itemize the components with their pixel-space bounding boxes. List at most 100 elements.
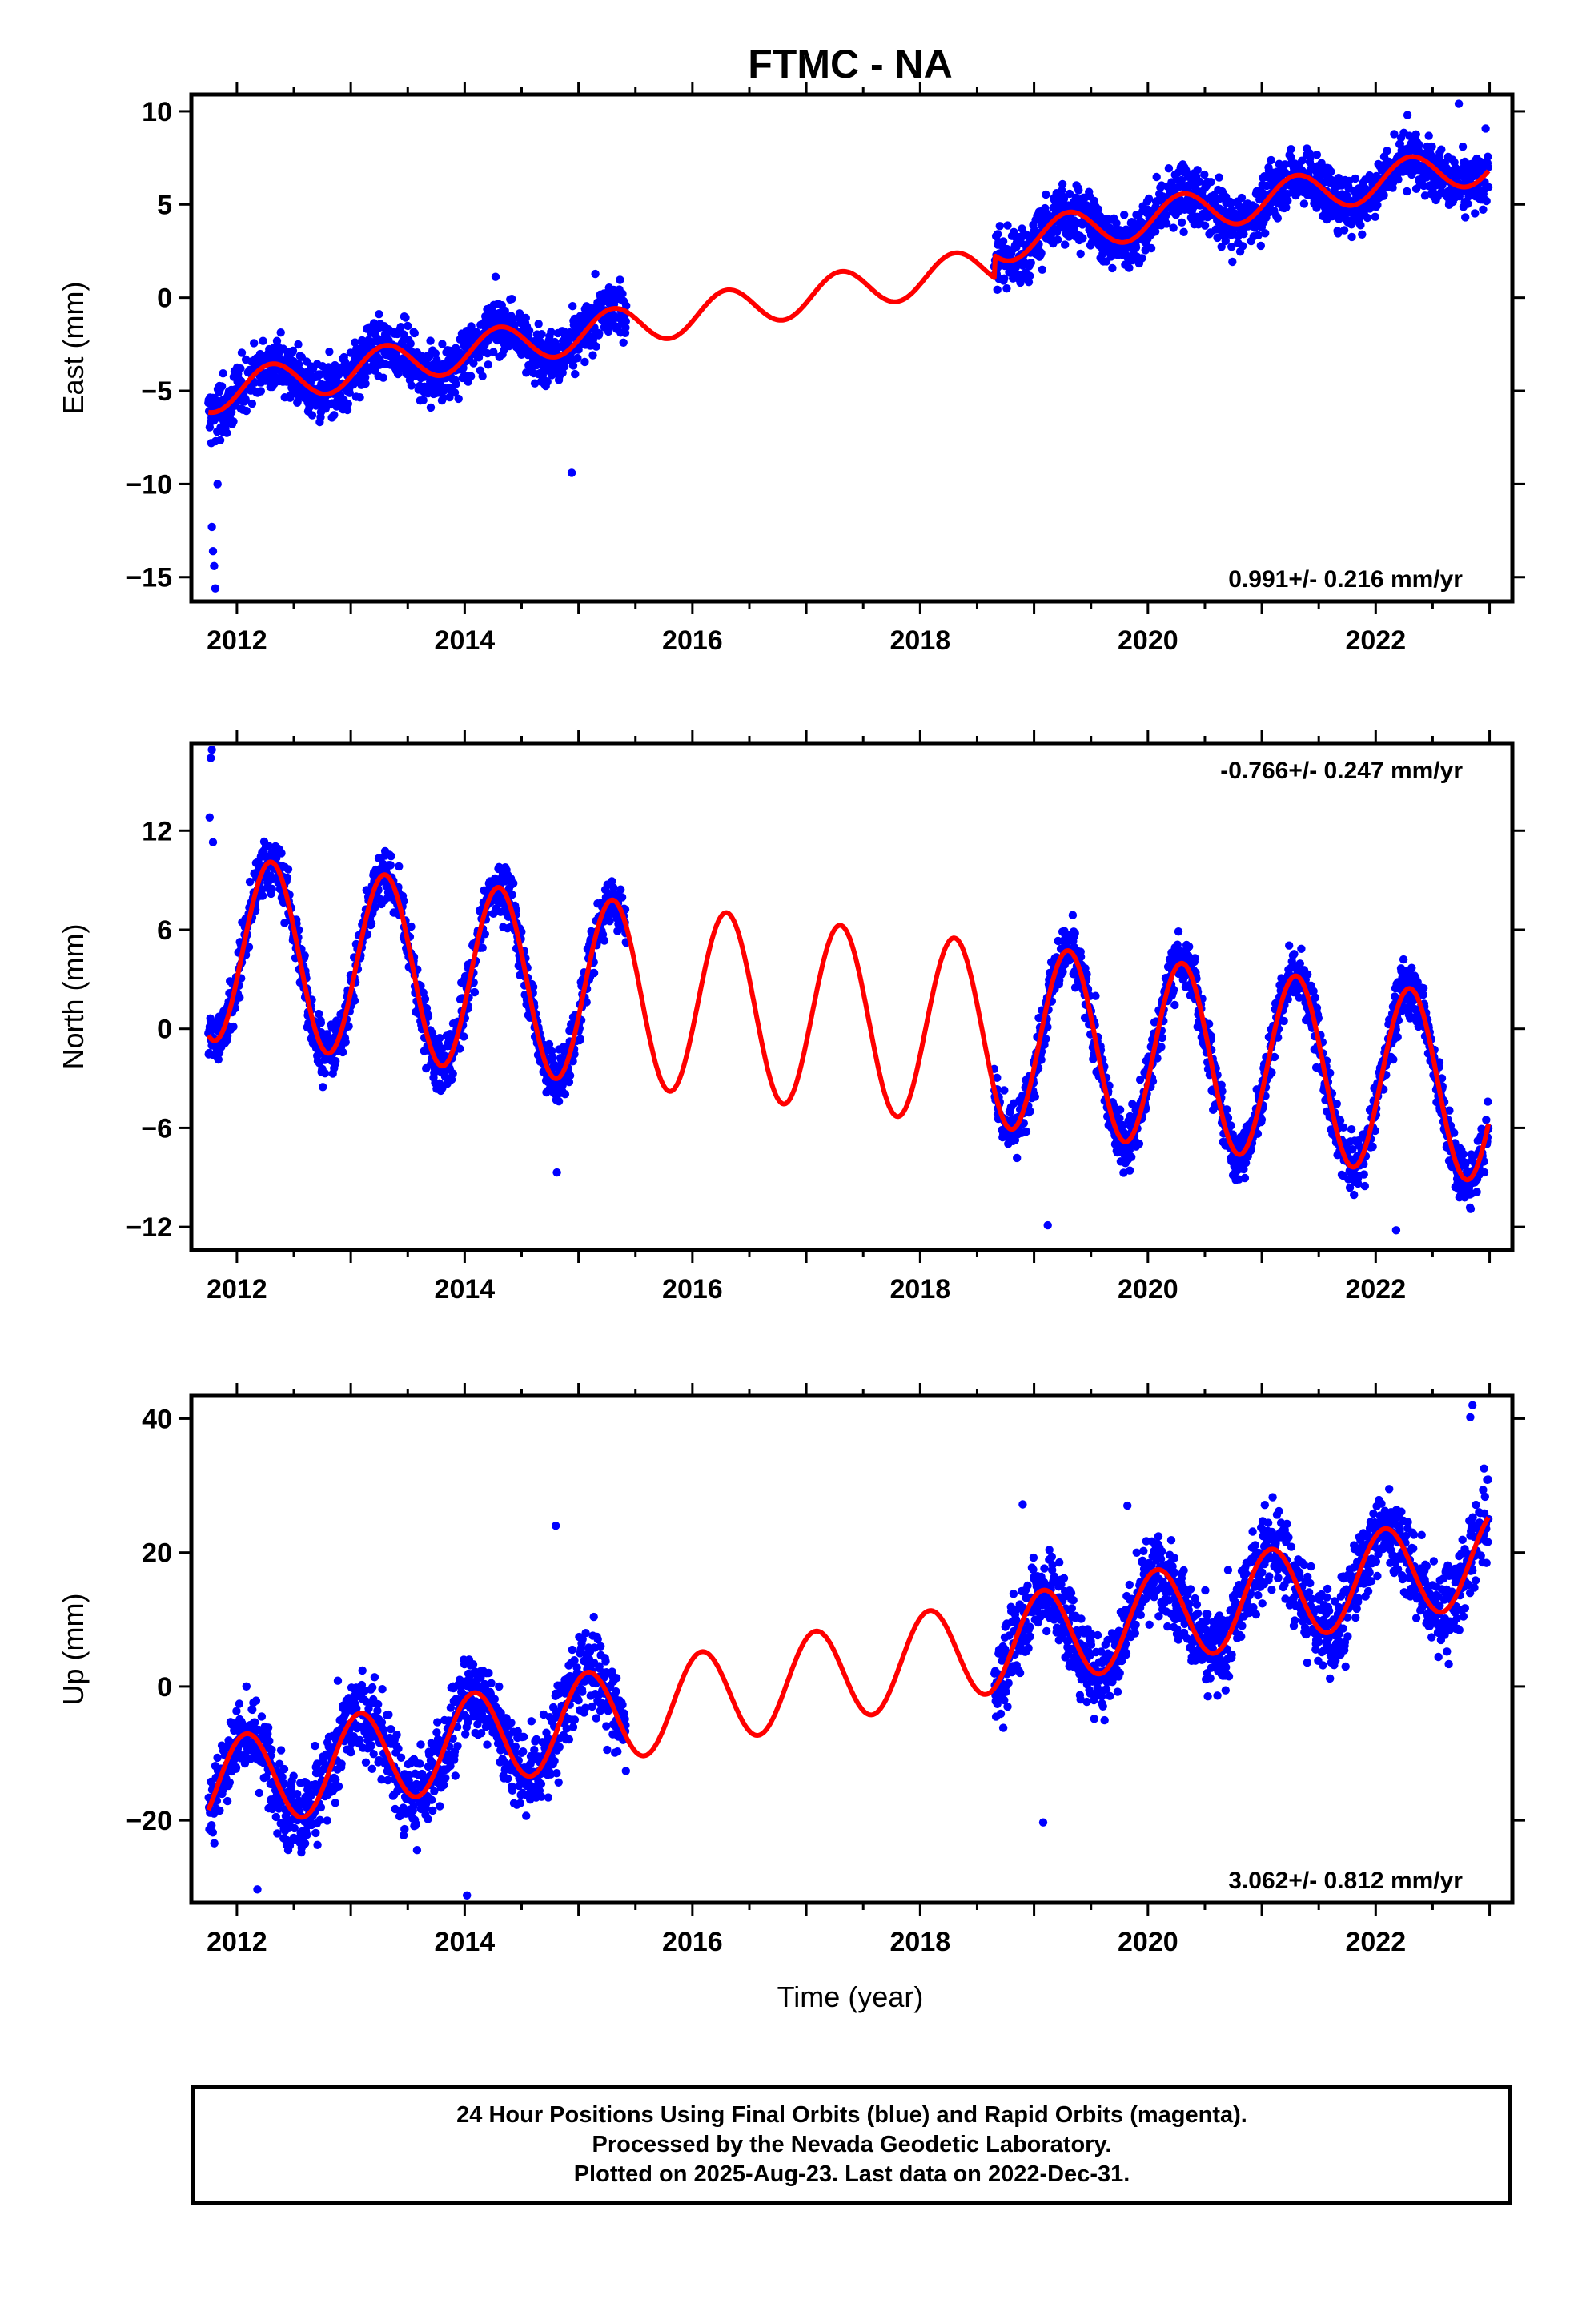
data-point xyxy=(1207,178,1215,187)
data-point xyxy=(1091,991,1100,1000)
data-point xyxy=(1373,200,1382,210)
data-point xyxy=(1484,152,1492,161)
data-point xyxy=(280,919,289,927)
data-point xyxy=(530,379,540,388)
data-point xyxy=(1000,1086,1009,1095)
x-tick-label: 2012 xyxy=(207,625,267,656)
data-point xyxy=(241,395,250,404)
data-point xyxy=(1030,1092,1040,1101)
x-tick-label: 2018 xyxy=(890,625,951,656)
data-point xyxy=(1347,232,1356,242)
data-point xyxy=(1070,929,1079,938)
data-point xyxy=(565,1071,575,1080)
data-point xyxy=(528,983,538,991)
data-point xyxy=(589,968,599,978)
data-point xyxy=(214,1055,223,1064)
data-point xyxy=(1240,1173,1250,1183)
data-point xyxy=(1162,219,1171,228)
data-point xyxy=(428,1028,437,1038)
data-point xyxy=(1169,223,1178,232)
data-point xyxy=(400,896,408,906)
outlier-point xyxy=(208,547,218,556)
data-point xyxy=(419,396,428,404)
data-point xyxy=(367,919,376,928)
data-point xyxy=(250,339,259,348)
data-point xyxy=(355,393,364,402)
data-point xyxy=(489,348,498,356)
data-point xyxy=(350,996,359,1005)
data-point xyxy=(508,295,516,304)
x-tick-label: 2020 xyxy=(1118,625,1178,656)
outlier-point xyxy=(207,522,216,532)
data-point xyxy=(537,330,546,339)
data-point xyxy=(375,310,383,319)
data-point xyxy=(1285,941,1294,950)
data-point xyxy=(404,321,412,331)
data-point xyxy=(1254,231,1263,239)
plot-area xyxy=(204,99,1493,593)
data-point xyxy=(478,372,487,380)
data-point xyxy=(1002,284,1011,293)
data-point xyxy=(1359,1170,1368,1179)
data-point xyxy=(1068,911,1078,919)
data-point xyxy=(524,326,534,336)
data-point xyxy=(1383,147,1391,155)
data-point xyxy=(1126,1166,1134,1175)
data-point xyxy=(508,891,516,899)
data-point xyxy=(395,862,404,871)
data-point xyxy=(245,877,255,887)
data-point xyxy=(580,357,589,367)
data-point xyxy=(307,411,317,420)
data-point xyxy=(1131,243,1141,252)
data-point xyxy=(548,1052,557,1062)
outlier-point xyxy=(1454,99,1464,108)
data-point xyxy=(431,349,440,358)
data-point xyxy=(543,377,552,386)
data-point xyxy=(1177,175,1186,185)
data-point xyxy=(469,359,478,368)
data-point xyxy=(1481,124,1490,133)
data-point xyxy=(277,849,286,858)
data-point xyxy=(470,987,480,997)
data-point xyxy=(1256,241,1266,251)
data-point xyxy=(1282,203,1291,212)
data-point xyxy=(582,998,591,1007)
data-point xyxy=(242,406,251,416)
data-point xyxy=(1327,167,1335,176)
data-point xyxy=(264,842,273,850)
data-point xyxy=(438,340,447,348)
data-point xyxy=(244,943,254,951)
data-point xyxy=(480,930,489,939)
data-point xyxy=(998,237,1008,246)
data-point xyxy=(1237,193,1247,203)
data-point xyxy=(276,328,285,337)
data-point xyxy=(1239,242,1247,251)
data-point xyxy=(1471,209,1480,218)
data-point xyxy=(1344,176,1354,186)
data-point xyxy=(1129,219,1138,227)
data-point xyxy=(571,369,580,379)
data-point xyxy=(1112,219,1121,227)
data-point xyxy=(573,353,582,363)
data-point xyxy=(1458,143,1468,151)
data-point xyxy=(600,936,609,945)
data-point xyxy=(267,884,276,894)
data-point xyxy=(247,399,257,408)
data-point xyxy=(1390,130,1399,139)
data-point xyxy=(592,342,600,351)
y-axis-label: East (mm) xyxy=(57,282,90,415)
data-point xyxy=(1287,145,1295,154)
data-point xyxy=(316,1019,326,1027)
data-point xyxy=(554,1097,564,1106)
data-point xyxy=(619,338,628,347)
data-point xyxy=(219,369,227,378)
data-point xyxy=(1461,213,1470,222)
data-point xyxy=(1026,271,1034,280)
data-point xyxy=(1076,249,1085,259)
data-point xyxy=(1215,173,1223,182)
data-point xyxy=(315,1009,323,1019)
data-point xyxy=(1399,955,1408,964)
data-point xyxy=(1403,187,1411,196)
outlier-point xyxy=(567,468,576,477)
